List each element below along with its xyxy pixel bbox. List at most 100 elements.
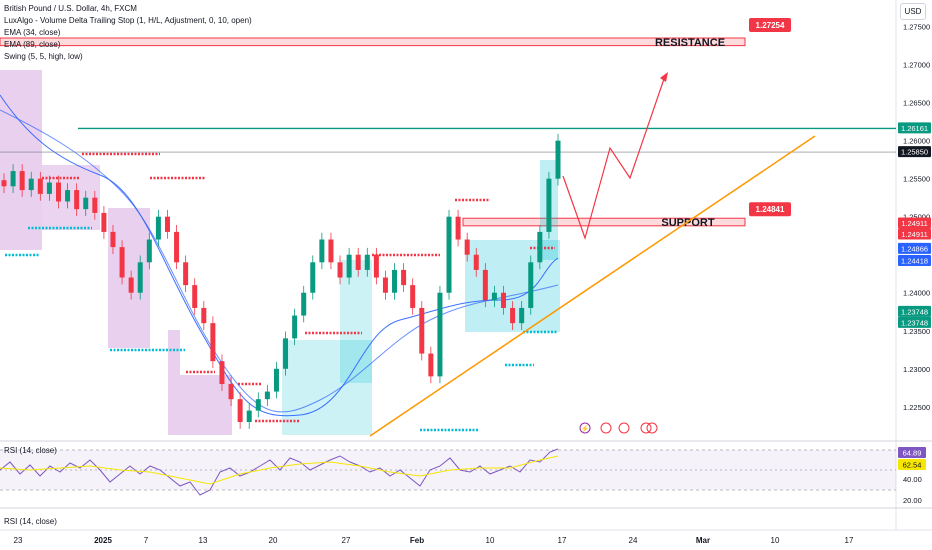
support-label: SUPPORT xyxy=(661,217,714,229)
price-tick-label: 1.27500 xyxy=(903,23,930,32)
candle xyxy=(473,247,479,277)
rsi-badge: 62.54 xyxy=(898,459,926,470)
price-badge-label: 1.24418 xyxy=(901,256,928,265)
lightning-event-icon xyxy=(579,422,591,434)
candle xyxy=(246,403,252,429)
candle xyxy=(491,285,497,308)
trend-line[interactable] xyxy=(369,135,816,437)
candle xyxy=(337,255,343,285)
price-badge: 1.26161 xyxy=(898,122,931,134)
candle xyxy=(292,308,298,346)
candle xyxy=(164,209,170,239)
time-tick-label: 17 xyxy=(558,536,567,545)
price-badge: 1.24866 xyxy=(898,242,931,254)
candle xyxy=(37,171,43,201)
candle xyxy=(46,175,52,201)
time-tick-label: Feb xyxy=(410,536,424,545)
candle xyxy=(482,263,488,308)
resistance-zone[interactable] xyxy=(0,37,746,47)
price-badge-label: 1.26161 xyxy=(901,124,928,133)
rsi-badge-label: 62.54 xyxy=(903,461,922,470)
candle xyxy=(201,301,207,330)
candle xyxy=(428,346,434,384)
rsi-tick-label: 40.00 xyxy=(903,475,922,484)
horizontal-lines xyxy=(0,127,896,153)
support-zone[interactable] xyxy=(462,217,746,227)
indicator-ema-89[interactable]: EMA (89, close) xyxy=(4,40,61,49)
candle xyxy=(146,232,152,270)
candle xyxy=(546,171,552,239)
candle xyxy=(210,316,216,369)
candle xyxy=(501,285,507,315)
candle xyxy=(537,225,543,270)
time-axis[interactable]: 23 2025 7 13 20 27 Feb 10 17 24 Mar 10 17 xyxy=(14,536,854,545)
candle xyxy=(1,173,7,194)
price-badge-label: 1.24911 xyxy=(901,219,928,228)
price-badge: 1.25850 xyxy=(898,146,931,158)
resistance-label: RESISTANCE xyxy=(655,37,725,49)
candle xyxy=(101,206,107,239)
time-tick-label: 24 xyxy=(629,536,638,545)
price-tick-label: 1.26500 xyxy=(903,99,930,108)
rsi2-title[interactable]: RSI (14, close) xyxy=(4,517,57,526)
price-badge: 1.23748 xyxy=(898,305,931,317)
candle xyxy=(10,164,16,194)
svg-text:⚡: ⚡ xyxy=(581,424,590,433)
economic-event-icon xyxy=(646,422,658,434)
candle xyxy=(446,209,452,300)
candle xyxy=(364,247,370,277)
candle xyxy=(74,183,80,216)
time-tick-label: 13 xyxy=(199,536,208,545)
support-value-badge xyxy=(749,202,791,217)
indicator-ema-34[interactable]: EMA (34, close) xyxy=(4,28,61,37)
rsi-title[interactable]: RSI (14, close) xyxy=(4,446,57,455)
price-badge-label: 1.25850 xyxy=(901,148,928,157)
candle xyxy=(119,240,125,285)
price-tick-label: 1.22500 xyxy=(903,403,930,412)
candle xyxy=(283,331,289,376)
time-tick-label: Mar xyxy=(696,536,710,545)
price-badge: 1.23748 xyxy=(898,316,931,328)
time-tick-label: 10 xyxy=(486,536,495,545)
candle xyxy=(301,285,307,323)
resistance-value-badge xyxy=(749,18,791,33)
price-tick-label: 1.27000 xyxy=(903,61,930,70)
price-badges: 1.26161 1.25850 1.24911 1.24911 1.24866 1.244… xyxy=(898,122,931,328)
candles-layer xyxy=(1,133,561,429)
candle xyxy=(237,392,243,429)
price-badge-label: 1.23748 xyxy=(901,307,928,316)
candle xyxy=(255,392,261,418)
price-axis[interactable]: 1.27500 1.27000 1.26500 1.26000 1.25500 1.250… xyxy=(903,23,930,412)
indicator-swing[interactable]: Swing (5, 5, high, low) xyxy=(4,52,83,61)
price-badge-label: 1.24911 xyxy=(901,230,928,239)
time-tick-label: 17 xyxy=(845,536,854,545)
zones-layer: RESISTANCE 1.27254 SUPPORT 1.24841 xyxy=(0,18,791,229)
currency-button[interactable]: USD xyxy=(900,3,926,20)
time-tick-label: 27 xyxy=(342,536,351,545)
indicator-luxalgo[interactable]: LuxAlgo - Volume Delta Trailing Stop (1,… xyxy=(4,16,252,25)
candle xyxy=(401,263,407,292)
price-tick-label: 1.24000 xyxy=(903,289,930,298)
event-icons[interactable]: ⚡ xyxy=(579,422,658,434)
candle xyxy=(519,301,525,330)
candle xyxy=(174,225,180,270)
candle xyxy=(183,255,189,292)
price-badge-label: 1.23748 xyxy=(901,318,928,327)
economic-event-icon xyxy=(640,422,652,434)
candle xyxy=(128,270,134,300)
candle xyxy=(55,175,61,209)
candle xyxy=(410,278,416,315)
price-tick-label: 1.25000 xyxy=(903,213,930,222)
symbol-title[interactable]: British Pound / U.S. Dollar, 4h, FXCM xyxy=(4,4,137,13)
candle xyxy=(137,255,143,300)
candle xyxy=(555,133,561,186)
projection-path[interactable] xyxy=(562,75,666,240)
candle xyxy=(419,301,425,361)
candle xyxy=(92,190,98,220)
price-tick-label: 1.23500 xyxy=(903,327,930,336)
candle xyxy=(192,278,198,315)
candle xyxy=(273,361,279,399)
price-badge: 1.24418 xyxy=(898,254,931,266)
